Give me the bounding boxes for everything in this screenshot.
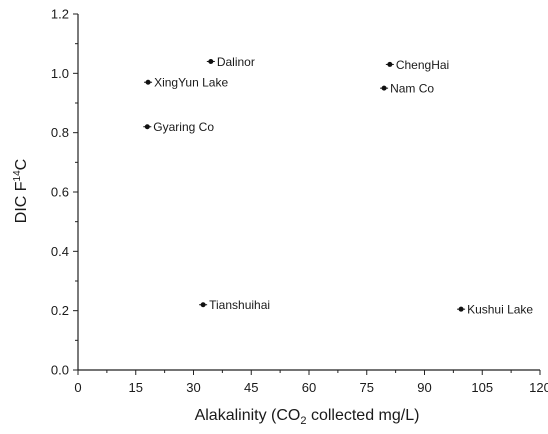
data-point bbox=[387, 61, 393, 67]
data-point bbox=[145, 79, 151, 85]
point-label: XingYun Lake bbox=[154, 76, 228, 90]
x-tick-label: 30 bbox=[186, 380, 200, 395]
y-tick-label: 0.8 bbox=[51, 125, 69, 140]
y-tick-label: 0.6 bbox=[51, 185, 69, 200]
point-label: Tianshuihai bbox=[209, 298, 270, 312]
data-points: Dalinor XingYun Lake Gyaring Co ChengHai Nam… bbox=[143, 55, 533, 317]
y-tick-label: 0.0 bbox=[51, 363, 69, 378]
y-axis-title: DIC F14C bbox=[12, 159, 30, 223]
point-label: Nam Co bbox=[390, 82, 434, 96]
point-label: Dalinor bbox=[217, 55, 255, 69]
point-label: Kushui Lake bbox=[467, 303, 533, 317]
x-axis-title: Alakalinity (CO2 collected mg/L) bbox=[195, 407, 420, 427]
data-point bbox=[458, 306, 464, 312]
x-axis-ticks: 0 15 30 45 60 75 90 105 120 bbox=[74, 370, 548, 395]
data-point bbox=[200, 302, 206, 308]
data-point bbox=[381, 85, 387, 91]
x-tick-label: 0 bbox=[74, 380, 81, 395]
x-tick-label: 45 bbox=[244, 380, 258, 395]
x-tick-label: 60 bbox=[302, 380, 316, 395]
y-tick-label: 1.2 bbox=[51, 7, 69, 22]
data-point bbox=[144, 124, 150, 130]
x-tick-label: 105 bbox=[471, 380, 493, 395]
x-tick-label: 90 bbox=[417, 380, 431, 395]
point-label: Gyaring Co bbox=[153, 120, 214, 134]
point-label: ChengHai bbox=[396, 58, 449, 72]
y-tick-label: 1.0 bbox=[51, 66, 69, 81]
x-tick-label: 15 bbox=[129, 380, 143, 395]
y-tick-label: 0.4 bbox=[51, 244, 69, 259]
x-tick-label: 75 bbox=[360, 380, 374, 395]
y-tick-label: 0.2 bbox=[51, 303, 69, 318]
x-tick-label: 120 bbox=[529, 380, 548, 395]
y-axis-ticks: 0.0 0.2 0.4 0.6 0.8 1.0 1.2 bbox=[51, 7, 78, 378]
data-point bbox=[208, 58, 214, 64]
